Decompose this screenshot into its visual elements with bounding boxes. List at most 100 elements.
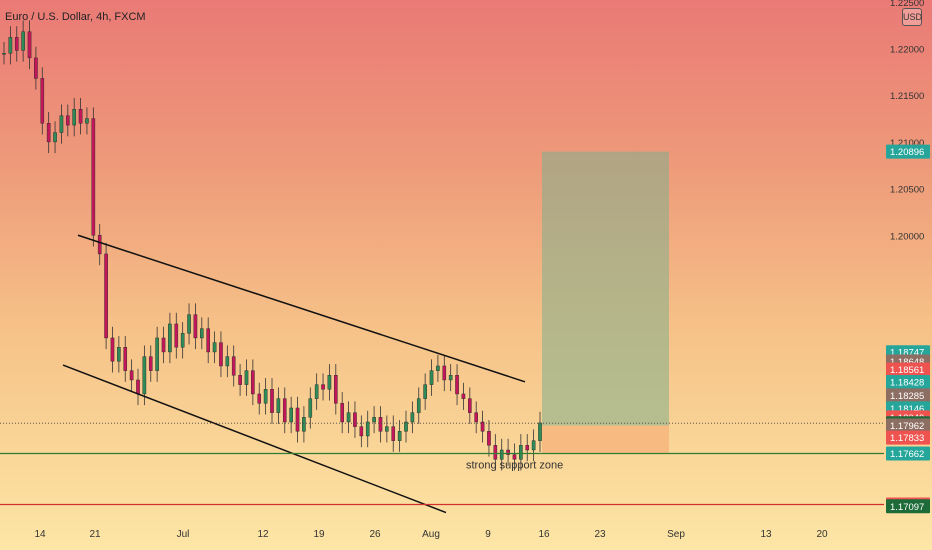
price-badge-label: 1.17962 bbox=[890, 421, 924, 432]
candle-body bbox=[442, 365, 447, 381]
price-badge-label: 1.18146 bbox=[890, 404, 924, 415]
candle-body bbox=[397, 431, 402, 441]
price-badge-label: 1.18747 bbox=[890, 348, 924, 359]
y-tick-label: 1.21000 bbox=[890, 138, 924, 149]
candle-body bbox=[129, 370, 134, 381]
price-badge-label: 1.20896 bbox=[890, 147, 924, 158]
candle-body bbox=[468, 398, 472, 413]
candle-body bbox=[46, 123, 51, 143]
candle-body bbox=[512, 454, 517, 460]
candle-body bbox=[385, 426, 389, 432]
candle-body bbox=[295, 407, 300, 432]
candle-body bbox=[276, 398, 281, 413]
price-badge-label: 1.17097 bbox=[890, 502, 924, 513]
price-badge bbox=[886, 499, 930, 514]
support-zone-label: strong support zone bbox=[466, 460, 563, 472]
candle-body bbox=[206, 328, 210, 353]
time-axis[interactable]: 14 21 Jul 12 19 26 Aug 9 16 23 Sep 13 20 bbox=[0, 520, 884, 550]
x-tick-label: 9 bbox=[485, 529, 491, 540]
lower-trendline bbox=[62, 364, 447, 514]
x-tick-label: 23 bbox=[594, 529, 606, 540]
candle-body bbox=[2, 53, 6, 55]
candle-body bbox=[168, 323, 172, 353]
price-badge bbox=[886, 388, 930, 403]
x-tick-label: Aug bbox=[422, 529, 440, 540]
x-tick-label: Sep bbox=[667, 529, 685, 540]
candle-body bbox=[225, 356, 230, 367]
candle-body bbox=[174, 323, 179, 348]
price-plot[interactable]: strong support zone bbox=[0, 0, 884, 520]
candle-body bbox=[327, 375, 332, 390]
candle-body bbox=[238, 375, 242, 385]
candle-body bbox=[487, 431, 491, 446]
candle-body bbox=[353, 412, 357, 427]
candle-body bbox=[282, 398, 287, 423]
candle-body bbox=[219, 342, 223, 367]
candle-body bbox=[340, 403, 344, 423]
y-tick-label: 1.20000 bbox=[890, 231, 924, 242]
candle-body bbox=[480, 421, 485, 432]
price-badge bbox=[886, 418, 930, 433]
candle-body bbox=[200, 328, 204, 339]
chart-title: Euro / U.S. Dollar, 4h, FXCM bbox=[5, 11, 146, 23]
currency-button[interactable]: USD bbox=[902, 8, 922, 26]
candle-body bbox=[410, 412, 415, 423]
price-badge-label: 1.18648 bbox=[890, 357, 924, 368]
x-tick-label: 20 bbox=[816, 529, 828, 540]
candle-body bbox=[302, 417, 306, 432]
x-tick-label: 26 bbox=[369, 529, 381, 540]
x-tick-label: 19 bbox=[313, 529, 325, 540]
candle-body bbox=[525, 445, 530, 451]
y-tick-label: 1.22000 bbox=[890, 45, 924, 56]
y-tick-label: 1.21500 bbox=[890, 91, 924, 102]
candle-body bbox=[455, 375, 459, 395]
candle-body bbox=[436, 365, 440, 371]
candle-body bbox=[391, 426, 396, 441]
candle-body bbox=[40, 78, 45, 124]
candle-body bbox=[429, 370, 434, 385]
candle-body bbox=[66, 115, 70, 126]
candle-body bbox=[155, 337, 159, 371]
stop-zone bbox=[542, 425, 669, 454]
candle-body bbox=[97, 235, 102, 255]
candle-body bbox=[263, 389, 268, 404]
x-tick-label: 16 bbox=[538, 529, 550, 540]
candle-body bbox=[85, 118, 89, 124]
candle-body bbox=[34, 57, 38, 79]
candle-body bbox=[53, 132, 57, 143]
price-badge-label: 1.18428 bbox=[890, 378, 924, 389]
candle-body bbox=[257, 393, 262, 404]
candle-body bbox=[142, 356, 147, 395]
candle-body bbox=[365, 421, 370, 437]
x-tick-label: 12 bbox=[257, 529, 269, 540]
candle-body bbox=[448, 375, 453, 381]
upper-trendline bbox=[77, 234, 526, 383]
x-tick-label: 13 bbox=[760, 529, 772, 540]
x-tick-label: Jul bbox=[177, 529, 190, 540]
price-badge-label: 1.17833 bbox=[890, 433, 924, 444]
price-badge bbox=[886, 375, 930, 390]
candle-body bbox=[212, 342, 217, 353]
candle-body bbox=[531, 440, 536, 451]
candle-body bbox=[359, 426, 364, 437]
candle-body bbox=[334, 375, 338, 404]
candle-body bbox=[187, 314, 191, 334]
candle-body bbox=[21, 31, 25, 51]
candle-body bbox=[161, 337, 166, 353]
candle-body bbox=[321, 384, 325, 390]
candle-body bbox=[372, 417, 376, 423]
candle-body bbox=[289, 407, 293, 423]
candle-body bbox=[493, 445, 498, 460]
candle-body bbox=[251, 370, 255, 395]
candle-body bbox=[346, 412, 351, 423]
candle-body bbox=[538, 422, 542, 441]
candle-body bbox=[117, 347, 121, 362]
price-badge-label: 1.18561 bbox=[890, 365, 924, 376]
candle-body bbox=[78, 109, 83, 124]
candle-body bbox=[27, 31, 32, 59]
y-tick-label: 1.20500 bbox=[890, 185, 924, 196]
candle-body bbox=[423, 384, 427, 399]
price-axis[interactable]: 1.22500 1.22000 1.21500 1.21000 1.20500 1.200… bbox=[884, 0, 932, 520]
x-tick-label: 21 bbox=[89, 529, 101, 540]
